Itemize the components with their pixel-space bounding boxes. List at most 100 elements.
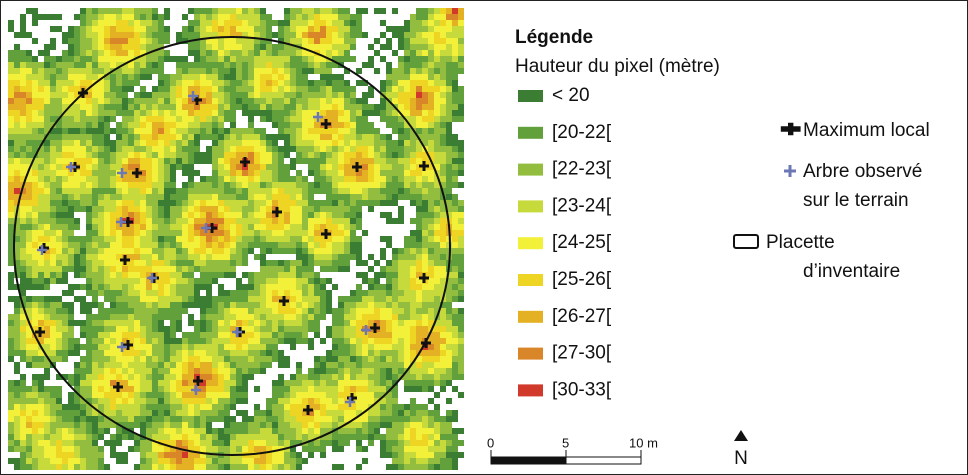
raster-cell [116, 80, 122, 86]
raster-cell [266, 140, 272, 146]
raster-cell [248, 44, 254, 50]
raster-cell [38, 302, 44, 308]
raster-cell [146, 200, 152, 206]
raster-cell [368, 428, 374, 434]
raster-cell [284, 26, 290, 32]
raster-cell [68, 428, 74, 434]
raster-cell [308, 272, 314, 278]
raster-cell [350, 188, 356, 194]
raster-cell [392, 290, 398, 296]
raster-cell [266, 176, 272, 182]
raster-cell [374, 110, 380, 116]
raster-cell [164, 278, 170, 284]
raster-cell [260, 62, 266, 68]
raster-cell [8, 230, 14, 236]
raster-cell [278, 86, 284, 92]
raster-cell [140, 308, 146, 314]
raster-cell [104, 146, 110, 152]
raster-cell [326, 386, 332, 392]
raster-cell [242, 20, 248, 26]
raster-cell [332, 416, 338, 422]
raster-cell [398, 206, 404, 212]
raster-cell [104, 164, 110, 170]
raster-cell [50, 146, 56, 152]
raster-cell [284, 50, 290, 56]
raster-cell [320, 278, 326, 284]
raster-cell [332, 218, 338, 224]
raster-cell [326, 218, 332, 224]
raster-cell [134, 26, 140, 32]
raster-cell [386, 86, 392, 92]
raster-cell [140, 134, 146, 140]
raster-cell [398, 98, 404, 104]
raster-cell [260, 206, 266, 212]
raster-cell [338, 326, 344, 332]
raster-cell [248, 368, 254, 374]
raster-cell [224, 200, 230, 206]
raster-cell [392, 428, 398, 434]
raster-cell [302, 38, 308, 44]
raster-cell [458, 260, 464, 266]
raster-cell [236, 188, 242, 194]
raster-cell [332, 236, 338, 242]
raster-cell [104, 8, 110, 14]
raster-cell [134, 98, 140, 104]
raster-cell [170, 80, 176, 86]
raster-cell [248, 278, 254, 284]
raster-cell [116, 14, 122, 20]
raster-cell [356, 374, 362, 380]
raster-cell [194, 68, 200, 74]
raster-cell [248, 14, 254, 20]
raster-cell [146, 374, 152, 380]
raster-cell [158, 38, 164, 44]
raster-cell [356, 8, 362, 14]
raster-cell [452, 44, 458, 50]
raster-cell [74, 398, 80, 404]
raster-cell [428, 374, 434, 380]
raster-cell [104, 98, 110, 104]
raster-cell [74, 86, 80, 92]
raster-cell [134, 14, 140, 20]
raster-cell [326, 188, 332, 194]
raster-cell [260, 434, 266, 440]
raster-cell [212, 14, 218, 20]
raster-cell [176, 194, 182, 200]
raster-cell [176, 122, 182, 128]
raster-cell [458, 290, 464, 296]
raster-cell [164, 74, 170, 80]
raster-cell [26, 206, 32, 212]
raster-cell [344, 26, 350, 32]
raster-cell [158, 374, 164, 380]
raster-cell [152, 146, 158, 152]
raster-cell [32, 410, 38, 416]
raster-cell [392, 176, 398, 182]
raster-cell [26, 128, 32, 134]
raster-cell [440, 380, 446, 386]
raster-cell [452, 140, 458, 146]
raster-cell [440, 422, 446, 428]
raster-cell [218, 218, 224, 224]
raster-cell [248, 134, 254, 140]
raster-cell [428, 56, 434, 62]
raster-cell [56, 272, 62, 278]
raster-cell [164, 218, 170, 224]
raster-cell [74, 44, 80, 50]
raster-cell [110, 32, 116, 38]
raster-cell [200, 242, 206, 248]
raster-cell [320, 380, 326, 386]
raster-cell [410, 200, 416, 206]
raster-cell [446, 104, 452, 110]
raster-cell [422, 416, 428, 422]
raster-cell [212, 272, 218, 278]
raster-cell [308, 392, 314, 398]
raster-cell [428, 128, 434, 134]
raster-cell [314, 380, 320, 386]
raster-cell [332, 314, 338, 320]
raster-cell [458, 338, 464, 344]
raster-cell [344, 338, 350, 344]
raster-cell [62, 224, 68, 230]
raster-cell [362, 350, 368, 356]
raster-cell [368, 200, 374, 206]
raster-cell [44, 428, 50, 434]
raster-cell [380, 380, 386, 386]
